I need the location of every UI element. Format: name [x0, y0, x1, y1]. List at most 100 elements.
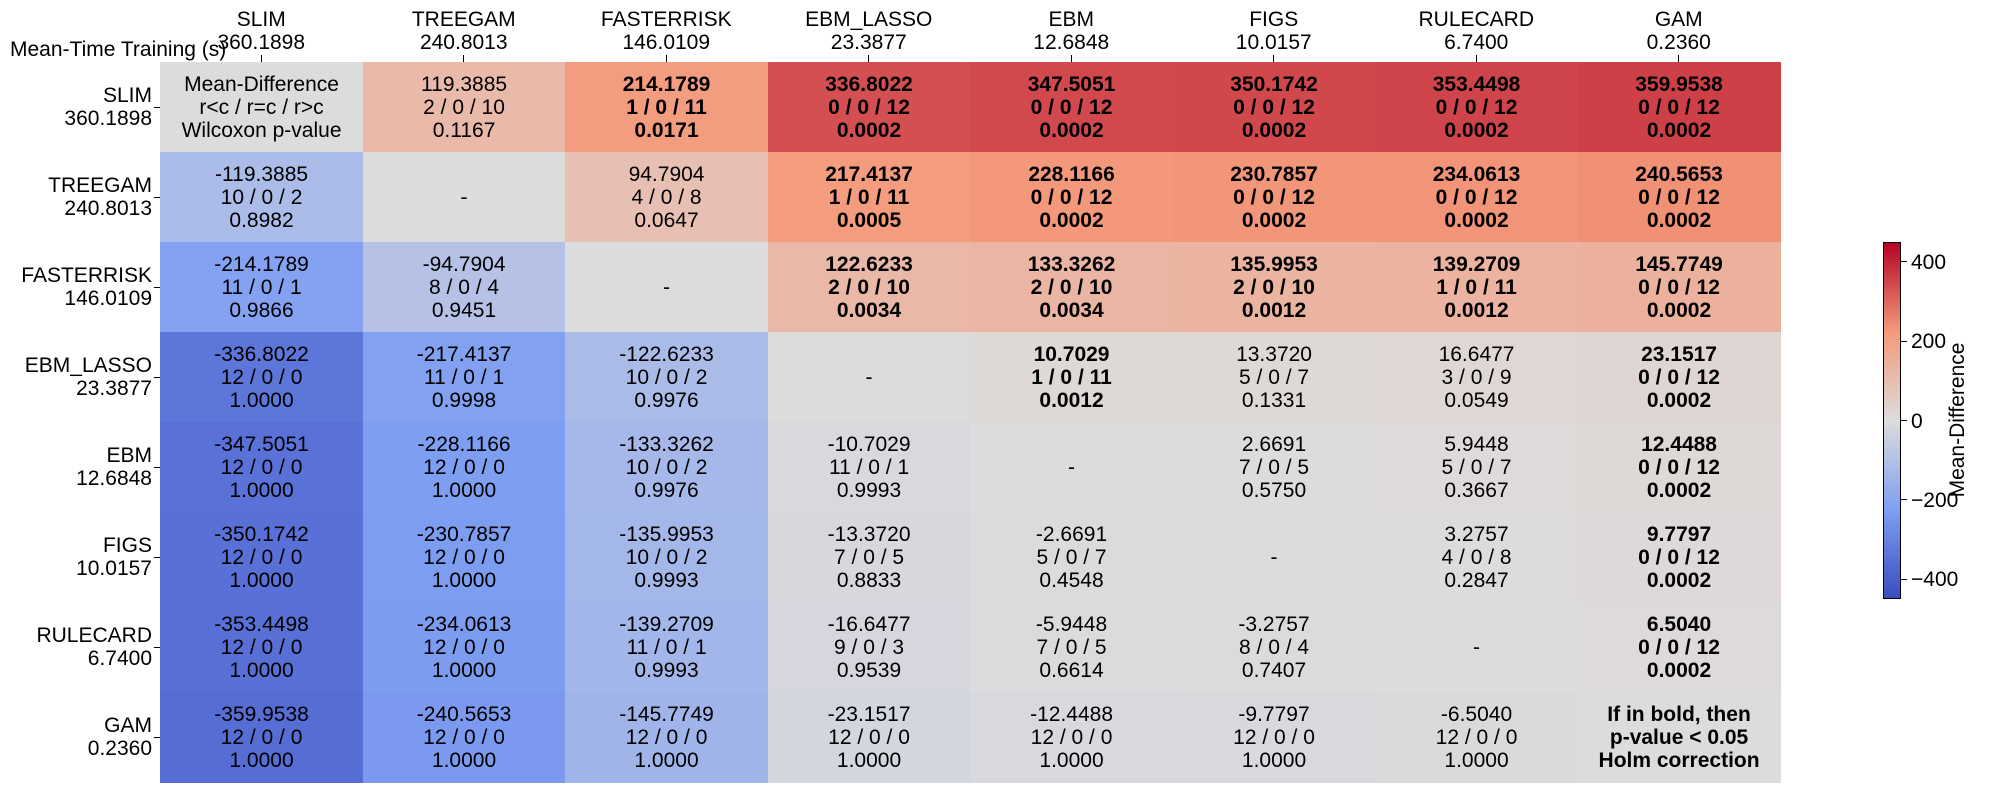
heatmap-cell: -240.5653 12 / 0 / 0 1.0000: [362, 692, 566, 783]
colorbar-tick: [1901, 340, 1907, 342]
row-header: EBM_LASSO 23.3877: [2, 354, 152, 400]
heatmap-cell: 336.8022 0 / 0 / 12 0.0002: [767, 62, 971, 153]
heatmap-cell: -228.1166 12 / 0 / 0 1.0000: [362, 422, 566, 513]
cell-mean-difference: 23.1517: [1641, 342, 1717, 366]
cell-p-value: 1.0000: [1039, 748, 1104, 772]
heatmap-cell: -214.1789 11 / 0 / 1 0.9866: [160, 242, 364, 333]
heatmap-cell: 94.7904 4 / 0 / 8 0.0647: [565, 152, 769, 243]
heatmap-cell: 5.9448 5 / 0 / 7 0.3667: [1375, 422, 1579, 513]
row-header-name: EBM: [106, 444, 152, 467]
column-header-name: FIGS: [1249, 8, 1299, 31]
cell-win-tie-loss: 12 / 0 / 0: [1233, 725, 1315, 749]
cell-win-tie-loss: 1 / 0 / 11: [1031, 365, 1112, 389]
colorbar-tick-label: −400: [1911, 568, 1959, 592]
row-header-name: TREEGAM: [48, 174, 152, 197]
cell-p-value: 1.0000: [229, 568, 294, 592]
cell-win-tie-loss: 12 / 0 / 0: [220, 455, 303, 479]
cell-mean-difference: -6.5040: [1440, 702, 1513, 726]
row-tick: [154, 196, 160, 198]
row-header-time: 0.2360: [87, 737, 152, 760]
cell-win-tie-loss: 12 / 0 / 0: [423, 545, 505, 569]
cell-p-value: 0.9976: [634, 478, 699, 502]
cell-win-tie-loss: 0 / 0 / 12: [1638, 185, 1720, 209]
row-tick: [154, 466, 160, 468]
cell-mean-difference: 12.4488: [1641, 432, 1717, 456]
cell-p-value: 0.3667: [1444, 478, 1509, 502]
column-header: EBM_LASSO 23.3877: [769, 8, 969, 54]
cell-p-value: 0.2847: [1444, 568, 1509, 592]
heatmap-cell: -217.4137 11 / 0 / 1 0.9998: [362, 332, 566, 423]
cell-mean-difference: -240.5653: [416, 702, 512, 726]
cell-win-tie-loss: 11 / 0 / 1: [828, 455, 910, 479]
cell-win-tie-loss: 7 / 0 / 5: [1239, 455, 1310, 479]
cell-mean-difference: -94.7904: [422, 252, 506, 276]
legend-cell-line: r<c / r=c / r>c: [199, 95, 324, 119]
cell-p-value: 0.0171: [634, 118, 699, 142]
cell-mean-difference: -23.1517: [827, 702, 911, 726]
cell-p-value: 0.0034: [836, 298, 902, 322]
row-header: EBM 12.6848: [2, 444, 152, 490]
heatmap-cell: -13.3720 7 / 0 / 5 0.8833: [767, 512, 971, 603]
heatmap-cell: -347.5051 12 / 0 / 0 1.0000: [160, 422, 364, 513]
heatmap-cell: -: [1172, 512, 1376, 603]
cell-mean-difference: -359.9538: [214, 702, 309, 726]
heatmap-cell: Mean-Difference r<c / r=c / r>c Wilcoxon p…: [160, 62, 364, 153]
cell-win-tie-loss: 0 / 0 / 12: [1638, 275, 1720, 299]
cell-win-tie-loss: 10 / 0 / 2: [625, 545, 708, 569]
cell-p-value: 0.0002: [1646, 298, 1712, 322]
cell-mean-difference: -228.1166: [417, 432, 511, 456]
cell-mean-difference: 228.1166: [1028, 162, 1115, 186]
row-tick: [154, 106, 160, 108]
cell-win-tie-loss: 1 / 0 / 11: [626, 95, 707, 119]
cell-win-tie-loss: 12 / 0 / 0: [1030, 725, 1113, 749]
heatmap-cell: 13.3720 5 / 0 / 7 0.1331: [1172, 332, 1376, 423]
cell-mean-difference: 230.7857: [1230, 162, 1318, 186]
cell-win-tie-loss: 0 / 0 / 12: [1638, 545, 1720, 569]
cell-mean-difference: -353.4498: [214, 612, 309, 636]
cell-win-tie-loss: 8 / 0 / 4: [1239, 635, 1310, 659]
cell-win-tie-loss: 0 / 0 / 12: [1435, 185, 1518, 209]
cell-win-tie-loss: 7 / 0 / 5: [834, 545, 905, 569]
cell-win-tie-loss: 10 / 0 / 2: [220, 185, 303, 209]
column-header-time: 10.0157: [1235, 31, 1312, 54]
heatmap-cell: 122.6233 2 / 0 / 10 0.0034: [767, 242, 971, 333]
cell-mean-difference: -217.4137: [416, 342, 512, 366]
cell-win-tie-loss: 7 / 0 / 5: [1036, 635, 1107, 659]
cell-win-tie-loss: 0 / 0 / 12: [1233, 95, 1315, 119]
cell-win-tie-loss: 10 / 0 / 2: [625, 365, 708, 389]
row-header: FASTERRISK 146.0109: [2, 264, 152, 310]
cell-win-tie-loss: 2 / 0 / 10: [423, 95, 505, 119]
heatmap-cell: -94.7904 8 / 0 / 4 0.9451: [362, 242, 566, 333]
cell-mean-difference: -9.7797: [1238, 702, 1310, 726]
row-header-name: FASTERRISK: [21, 264, 152, 287]
column-header: TREEGAM 240.8013: [364, 8, 564, 54]
cell-p-value: 0.1331: [1241, 388, 1307, 412]
heatmap-cell: 228.1166 0 / 0 / 12 0.0002: [970, 152, 1174, 243]
cell-win-tie-loss: 12 / 0 / 0: [423, 635, 505, 659]
row-header: TREEGAM 240.8013: [2, 174, 152, 220]
cell-mean-difference: -2.6691: [1035, 522, 1108, 546]
cell-win-tie-loss: 11 / 0 / 1: [626, 635, 707, 659]
cell-p-value: 1.0000: [634, 748, 699, 772]
cell-p-value: 0.9451: [431, 298, 497, 322]
cell-p-value: 1.0000: [1444, 748, 1509, 772]
column-header: RULECARD 6.7400: [1376, 8, 1576, 54]
column-tick: [260, 55, 262, 62]
heatmap-cell: 353.4498 0 / 0 / 12 0.0002: [1375, 62, 1579, 153]
cell-p-value: 0.9976: [634, 388, 699, 412]
cell-win-tie-loss: 12 / 0 / 0: [220, 365, 303, 389]
cell-p-value: 0.0012: [1241, 298, 1307, 322]
column-header: FIGS 10.0157: [1174, 8, 1374, 54]
note-cell-line: Holm correction: [1598, 748, 1760, 772]
cell-win-tie-loss: 0 / 0 / 12: [828, 95, 910, 119]
row-header: GAM 0.2360: [2, 714, 152, 760]
heatmap-cell: -135.9953 10 / 0 / 2 0.9993: [565, 512, 769, 603]
heatmap-cell: 9.7797 0 / 0 / 12 0.0002: [1577, 512, 1781, 603]
heatmap-cell: -23.1517 12 / 0 / 0 1.0000: [767, 692, 971, 783]
cell-p-value: 0.0549: [1444, 388, 1509, 412]
colorbar-tick-label: 200: [1911, 330, 1947, 354]
cell-mean-difference: -119.3885: [215, 162, 309, 186]
cell-mean-difference: 10.7029: [1033, 342, 1110, 366]
cell-p-value: 0.8982: [229, 208, 294, 232]
cell-win-tie-loss: 4 / 0 / 8: [1441, 545, 1512, 569]
